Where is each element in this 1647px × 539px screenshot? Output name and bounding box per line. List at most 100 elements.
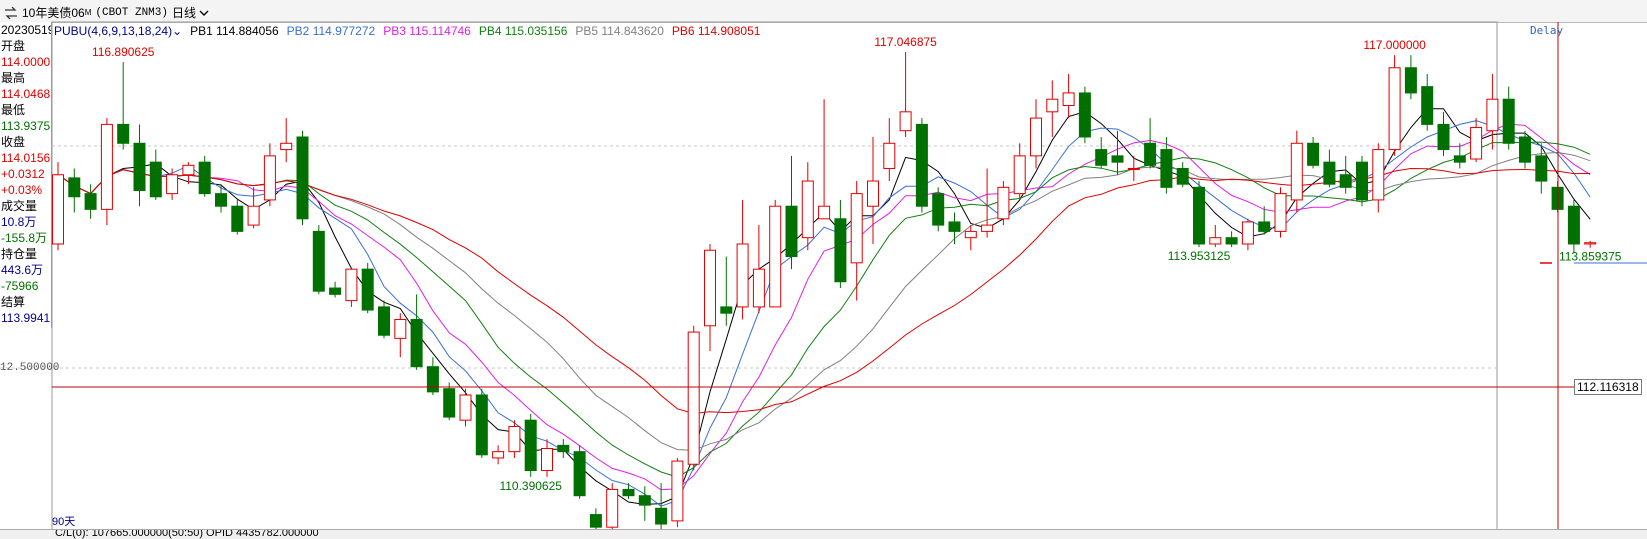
candle-body bbox=[1519, 136, 1531, 163]
chevron-down-icon bbox=[199, 10, 209, 16]
price-annotation: 113.859375 bbox=[1559, 250, 1622, 264]
candle bbox=[1388, 55, 1401, 156]
info-row: 收盘 bbox=[1, 135, 26, 149]
candle bbox=[899, 52, 912, 137]
candle-body bbox=[801, 180, 814, 239]
candle-body bbox=[410, 318, 423, 368]
candle bbox=[1486, 74, 1499, 150]
candle bbox=[573, 445, 586, 499]
info-row: 113.9941 bbox=[1, 311, 51, 325]
info-row: 114.0468 bbox=[1, 87, 51, 101]
candle bbox=[1144, 118, 1157, 169]
candle-body bbox=[1193, 186, 1205, 245]
candle-body bbox=[1209, 237, 1222, 245]
candle bbox=[1095, 136, 1108, 169]
candle bbox=[883, 118, 896, 182]
candle bbox=[410, 294, 423, 370]
ma-line-6 bbox=[57, 120, 1591, 507]
candle-body bbox=[492, 451, 505, 459]
candle-body bbox=[100, 123, 113, 210]
candle-body bbox=[231, 205, 244, 232]
candle bbox=[263, 143, 276, 207]
candle bbox=[769, 199, 782, 308]
candle-body bbox=[426, 366, 439, 393]
candle-body bbox=[215, 193, 227, 207]
candle bbox=[1127, 155, 1140, 182]
candle bbox=[1274, 187, 1287, 238]
candle-body bbox=[785, 205, 798, 258]
candle bbox=[1356, 155, 1368, 207]
indicator-name[interactable]: PUBU(4,6,9,13,18,24)⌄ bbox=[54, 24, 183, 38]
candle-body bbox=[1486, 98, 1499, 132]
candle bbox=[149, 149, 162, 200]
candle-body bbox=[867, 180, 879, 207]
candle bbox=[964, 225, 977, 251]
candle-body bbox=[1095, 149, 1108, 166]
candle bbox=[215, 184, 227, 213]
candle bbox=[997, 181, 1010, 226]
period-selector[interactable]: 日线 bbox=[172, 4, 209, 21]
candle bbox=[329, 281, 342, 298]
candle-body bbox=[1323, 161, 1336, 185]
candle-body bbox=[1356, 161, 1368, 201]
candle-body bbox=[1404, 67, 1417, 94]
price-annotation: 113.953125 bbox=[1168, 249, 1231, 263]
candle-body bbox=[1046, 98, 1059, 113]
symbol-selector[interactable]: 10年美债06 M (CBOT ZNM3) bbox=[4, 4, 168, 21]
bottom-status-bar: C/L(0): 107665.000000(50:50) OPID 443578… bbox=[0, 529, 1647, 539]
candle bbox=[231, 199, 244, 235]
candle bbox=[524, 413, 537, 477]
candle bbox=[850, 181, 863, 301]
candle-body bbox=[589, 514, 602, 528]
info-row: 最高 bbox=[1, 71, 26, 85]
price-annotation: 117.000000 bbox=[1363, 38, 1426, 52]
candle-body bbox=[671, 460, 684, 522]
candle bbox=[1372, 143, 1385, 213]
candle-body bbox=[133, 142, 146, 191]
candle bbox=[345, 268, 358, 307]
candle bbox=[492, 445, 505, 465]
candle bbox=[818, 99, 831, 220]
symbol-sup: M bbox=[84, 8, 92, 17]
candle bbox=[1323, 149, 1336, 188]
candle bbox=[1062, 74, 1075, 119]
candle-body bbox=[948, 221, 961, 232]
candle bbox=[1225, 231, 1238, 248]
candle-body bbox=[1127, 167, 1140, 170]
candle-body bbox=[198, 161, 211, 195]
info-row: 持仓量 bbox=[1, 247, 38, 261]
candle bbox=[622, 483, 635, 499]
candle-body bbox=[1453, 155, 1466, 163]
candle-body bbox=[704, 249, 716, 327]
candle bbox=[801, 162, 814, 251]
candle bbox=[1241, 218, 1254, 251]
candle-body bbox=[606, 488, 619, 528]
candle-body bbox=[1584, 242, 1597, 245]
price-annotation: 116.890625 bbox=[92, 45, 155, 59]
candle-body bbox=[329, 287, 342, 295]
candle bbox=[867, 136, 879, 244]
indicator-legend: PUBU(4,6,9,13,18,24)⌄ PB1 114.884056 PB2 … bbox=[54, 24, 760, 38]
candle-body bbox=[573, 451, 586, 497]
indicator-value: PB1 114.884056 bbox=[190, 24, 279, 38]
candle bbox=[752, 225, 765, 314]
candle bbox=[1535, 143, 1548, 194]
info-row: 最低 bbox=[1, 103, 26, 117]
candle-body bbox=[1258, 221, 1271, 232]
indicator-value: PB4 115.035156 bbox=[478, 24, 568, 38]
candle bbox=[589, 508, 602, 531]
candle bbox=[508, 420, 521, 458]
candle-body bbox=[524, 419, 537, 472]
indicator-value: PB2 114.977272 bbox=[286, 24, 376, 38]
info-row: 开盘 bbox=[1, 39, 26, 53]
candle bbox=[475, 388, 488, 458]
candle bbox=[100, 118, 113, 226]
info-row: -155.8万 bbox=[1, 231, 48, 245]
candle bbox=[638, 486, 651, 521]
candle-body bbox=[1013, 155, 1026, 195]
info-row: 113.9375 bbox=[1, 119, 51, 133]
candle-body bbox=[1339, 174, 1352, 188]
candle bbox=[981, 168, 994, 238]
info-row: 20230519 bbox=[1, 23, 52, 37]
